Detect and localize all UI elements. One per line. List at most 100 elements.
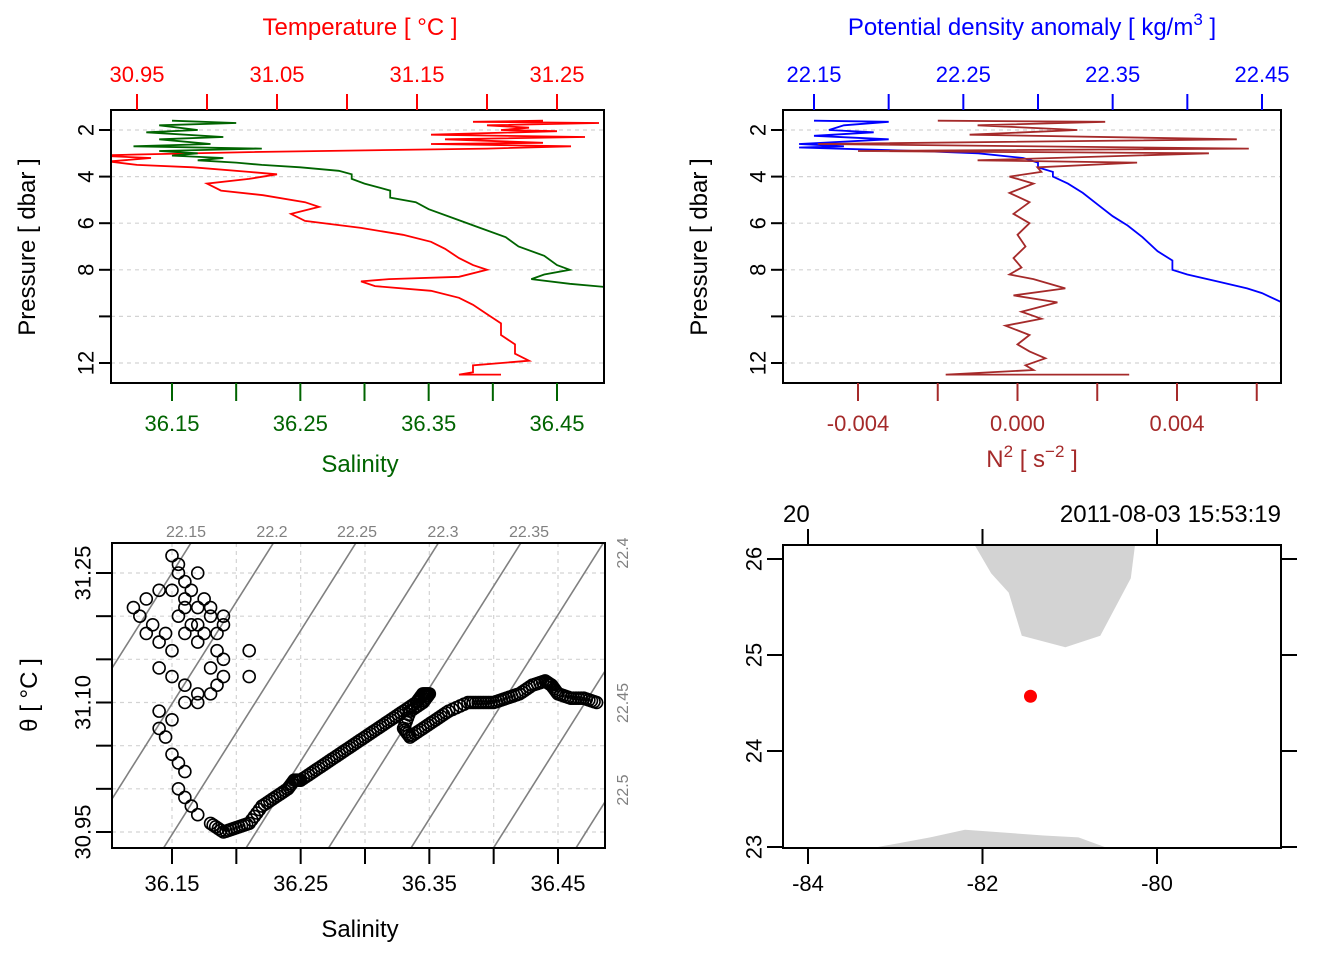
scatter-point bbox=[190, 617, 205, 632]
scatter-point bbox=[250, 806, 264, 820]
scatter-point bbox=[133, 609, 147, 623]
y-tick-label: 26 bbox=[742, 547, 767, 571]
density-axis-title-end: ] bbox=[1203, 14, 1216, 41]
x-tick-label: 36.45 bbox=[530, 871, 585, 896]
y-tick-label: 6 bbox=[746, 217, 771, 229]
top-axis-tick-label: 22.45 bbox=[1234, 62, 1289, 87]
scatter-point bbox=[152, 721, 166, 736]
scatter-point bbox=[145, 617, 160, 632]
scatter-point bbox=[171, 756, 186, 770]
top-axis-tick-label: 31.25 bbox=[529, 62, 584, 87]
y-tick-label: 25 bbox=[742, 643, 767, 667]
pressure-axis-title: Pressure [ dbar ] bbox=[14, 158, 41, 335]
n2-axis-title-n: N bbox=[986, 446, 1003, 473]
scatter-point bbox=[184, 583, 199, 598]
land-group bbox=[877, 545, 1136, 848]
isopycnal-label-top: 22.3 bbox=[427, 524, 458, 541]
bottom-axis-tick-label: 36.15 bbox=[144, 411, 199, 436]
scatter-point bbox=[139, 626, 154, 641]
panel-profile-density-n2: Potential density anomaly [ kg/m3 ] N 2 [… bbox=[686, 10, 1290, 473]
top-axis-tick-label: 22.25 bbox=[936, 62, 991, 87]
top-axis-tick-label: 30.95 bbox=[109, 62, 164, 87]
scatter-point bbox=[165, 548, 179, 563]
density-axis-title-sup: 3 bbox=[1193, 10, 1202, 29]
panel-station-map: 20 2011-08-03 15:53:19 -84 -82 -80 23 24 25 26 bbox=[742, 501, 1297, 896]
scatter-point bbox=[178, 600, 192, 615]
scatter-point bbox=[171, 566, 186, 580]
top-axis-tick-label: 31.05 bbox=[249, 62, 304, 87]
scatter-point bbox=[190, 600, 205, 615]
scatter-point bbox=[178, 695, 192, 710]
isopycnal-label-right: 22.45 bbox=[615, 683, 632, 723]
isopycnal-line bbox=[245, 543, 440, 848]
land-polygon bbox=[974, 545, 1136, 648]
density-axis-title: Potential density anomaly [ kg/m3 ] bbox=[848, 10, 1216, 41]
scatter-point bbox=[178, 592, 192, 606]
scatter-point bbox=[171, 609, 186, 623]
scatter-point bbox=[190, 807, 205, 822]
scatter-point bbox=[203, 661, 218, 675]
n2-axis-title-mid: [ s bbox=[1013, 446, 1045, 473]
scatter-point bbox=[178, 626, 192, 641]
salinity-axis-title: Salinity bbox=[321, 451, 398, 478]
map-station-label: 20 bbox=[783, 501, 810, 528]
y-tick-label: 24 bbox=[742, 739, 767, 763]
scatter-point bbox=[178, 574, 192, 589]
scatter-point bbox=[401, 728, 416, 743]
station-marker bbox=[1023, 689, 1037, 703]
y-tick-label: 8 bbox=[74, 264, 99, 276]
y-tick-label: 2 bbox=[746, 124, 771, 136]
plot-frame bbox=[110, 109, 605, 384]
series-line-temperature bbox=[111, 119, 600, 376]
scatter-point bbox=[197, 592, 211, 606]
y-tick-label: 12 bbox=[74, 351, 99, 375]
scatter-point bbox=[216, 652, 231, 667]
scatter-point bbox=[165, 643, 179, 658]
isopycnal-line bbox=[162, 543, 357, 848]
pressure-axis-title-2: Pressure [ dbar ] bbox=[686, 158, 713, 335]
scatter-point bbox=[184, 799, 199, 813]
scatter-point bbox=[561, 690, 576, 705]
y-tick-label: 12 bbox=[746, 351, 771, 375]
scatter-point bbox=[165, 583, 179, 598]
scatter-point bbox=[171, 557, 186, 572]
top-axis-tick-label: 22.15 bbox=[786, 62, 841, 87]
scatter-point bbox=[178, 790, 192, 805]
isopycnal-line bbox=[112, 543, 275, 801]
scatter-point bbox=[203, 687, 218, 701]
bottom-axis-tick-label: 0.004 bbox=[1149, 411, 1204, 436]
top-axis-tick-label: 31.15 bbox=[389, 62, 444, 87]
plot-frame bbox=[782, 544, 1282, 849]
y-tick-label: 31.25 bbox=[71, 545, 96, 600]
y-tick-label: 23 bbox=[742, 835, 767, 859]
isopycnal-line bbox=[587, 444, 914, 960]
scatter-point bbox=[158, 626, 173, 641]
scatter-point bbox=[216, 609, 231, 623]
x-tick-label: -84 bbox=[792, 871, 824, 896]
scatter-point bbox=[216, 669, 231, 684]
temperature-axis-title: Temperature [ °C ] bbox=[263, 14, 458, 41]
scatter-point bbox=[190, 695, 205, 710]
scatter-point bbox=[574, 691, 588, 705]
scatter-point bbox=[242, 643, 256, 658]
scatter-point bbox=[214, 823, 228, 838]
scatter-point bbox=[484, 695, 498, 710]
ts-theta-axis-title: θ [ °C ] bbox=[16, 658, 43, 732]
x-tick-label: -80 bbox=[1141, 871, 1173, 896]
series-line-potential-density-anomaly bbox=[799, 119, 1281, 304]
scatter-point bbox=[165, 669, 179, 684]
scatter-point bbox=[152, 704, 166, 718]
bottom-axis-tick-label: 36.45 bbox=[529, 411, 584, 436]
panel-ts-diagram: Salinity θ [ °C ] 36.15 36.25 36.35 36.45 30… bbox=[16, 444, 914, 960]
scatter-point bbox=[190, 566, 205, 580]
scatter-point bbox=[210, 643, 224, 658]
scatter-point bbox=[190, 687, 205, 701]
ts-salinity-axis-title: Salinity bbox=[321, 916, 398, 943]
bottom-axis-tick-label: 0.000 bbox=[990, 411, 1045, 436]
y-tick-label: 2 bbox=[74, 124, 99, 136]
x-tick-label: 36.35 bbox=[402, 871, 457, 896]
scatter-point bbox=[210, 678, 224, 693]
isopycnal-label-right: 22.4 bbox=[615, 537, 632, 568]
plot-frame bbox=[782, 109, 1282, 384]
